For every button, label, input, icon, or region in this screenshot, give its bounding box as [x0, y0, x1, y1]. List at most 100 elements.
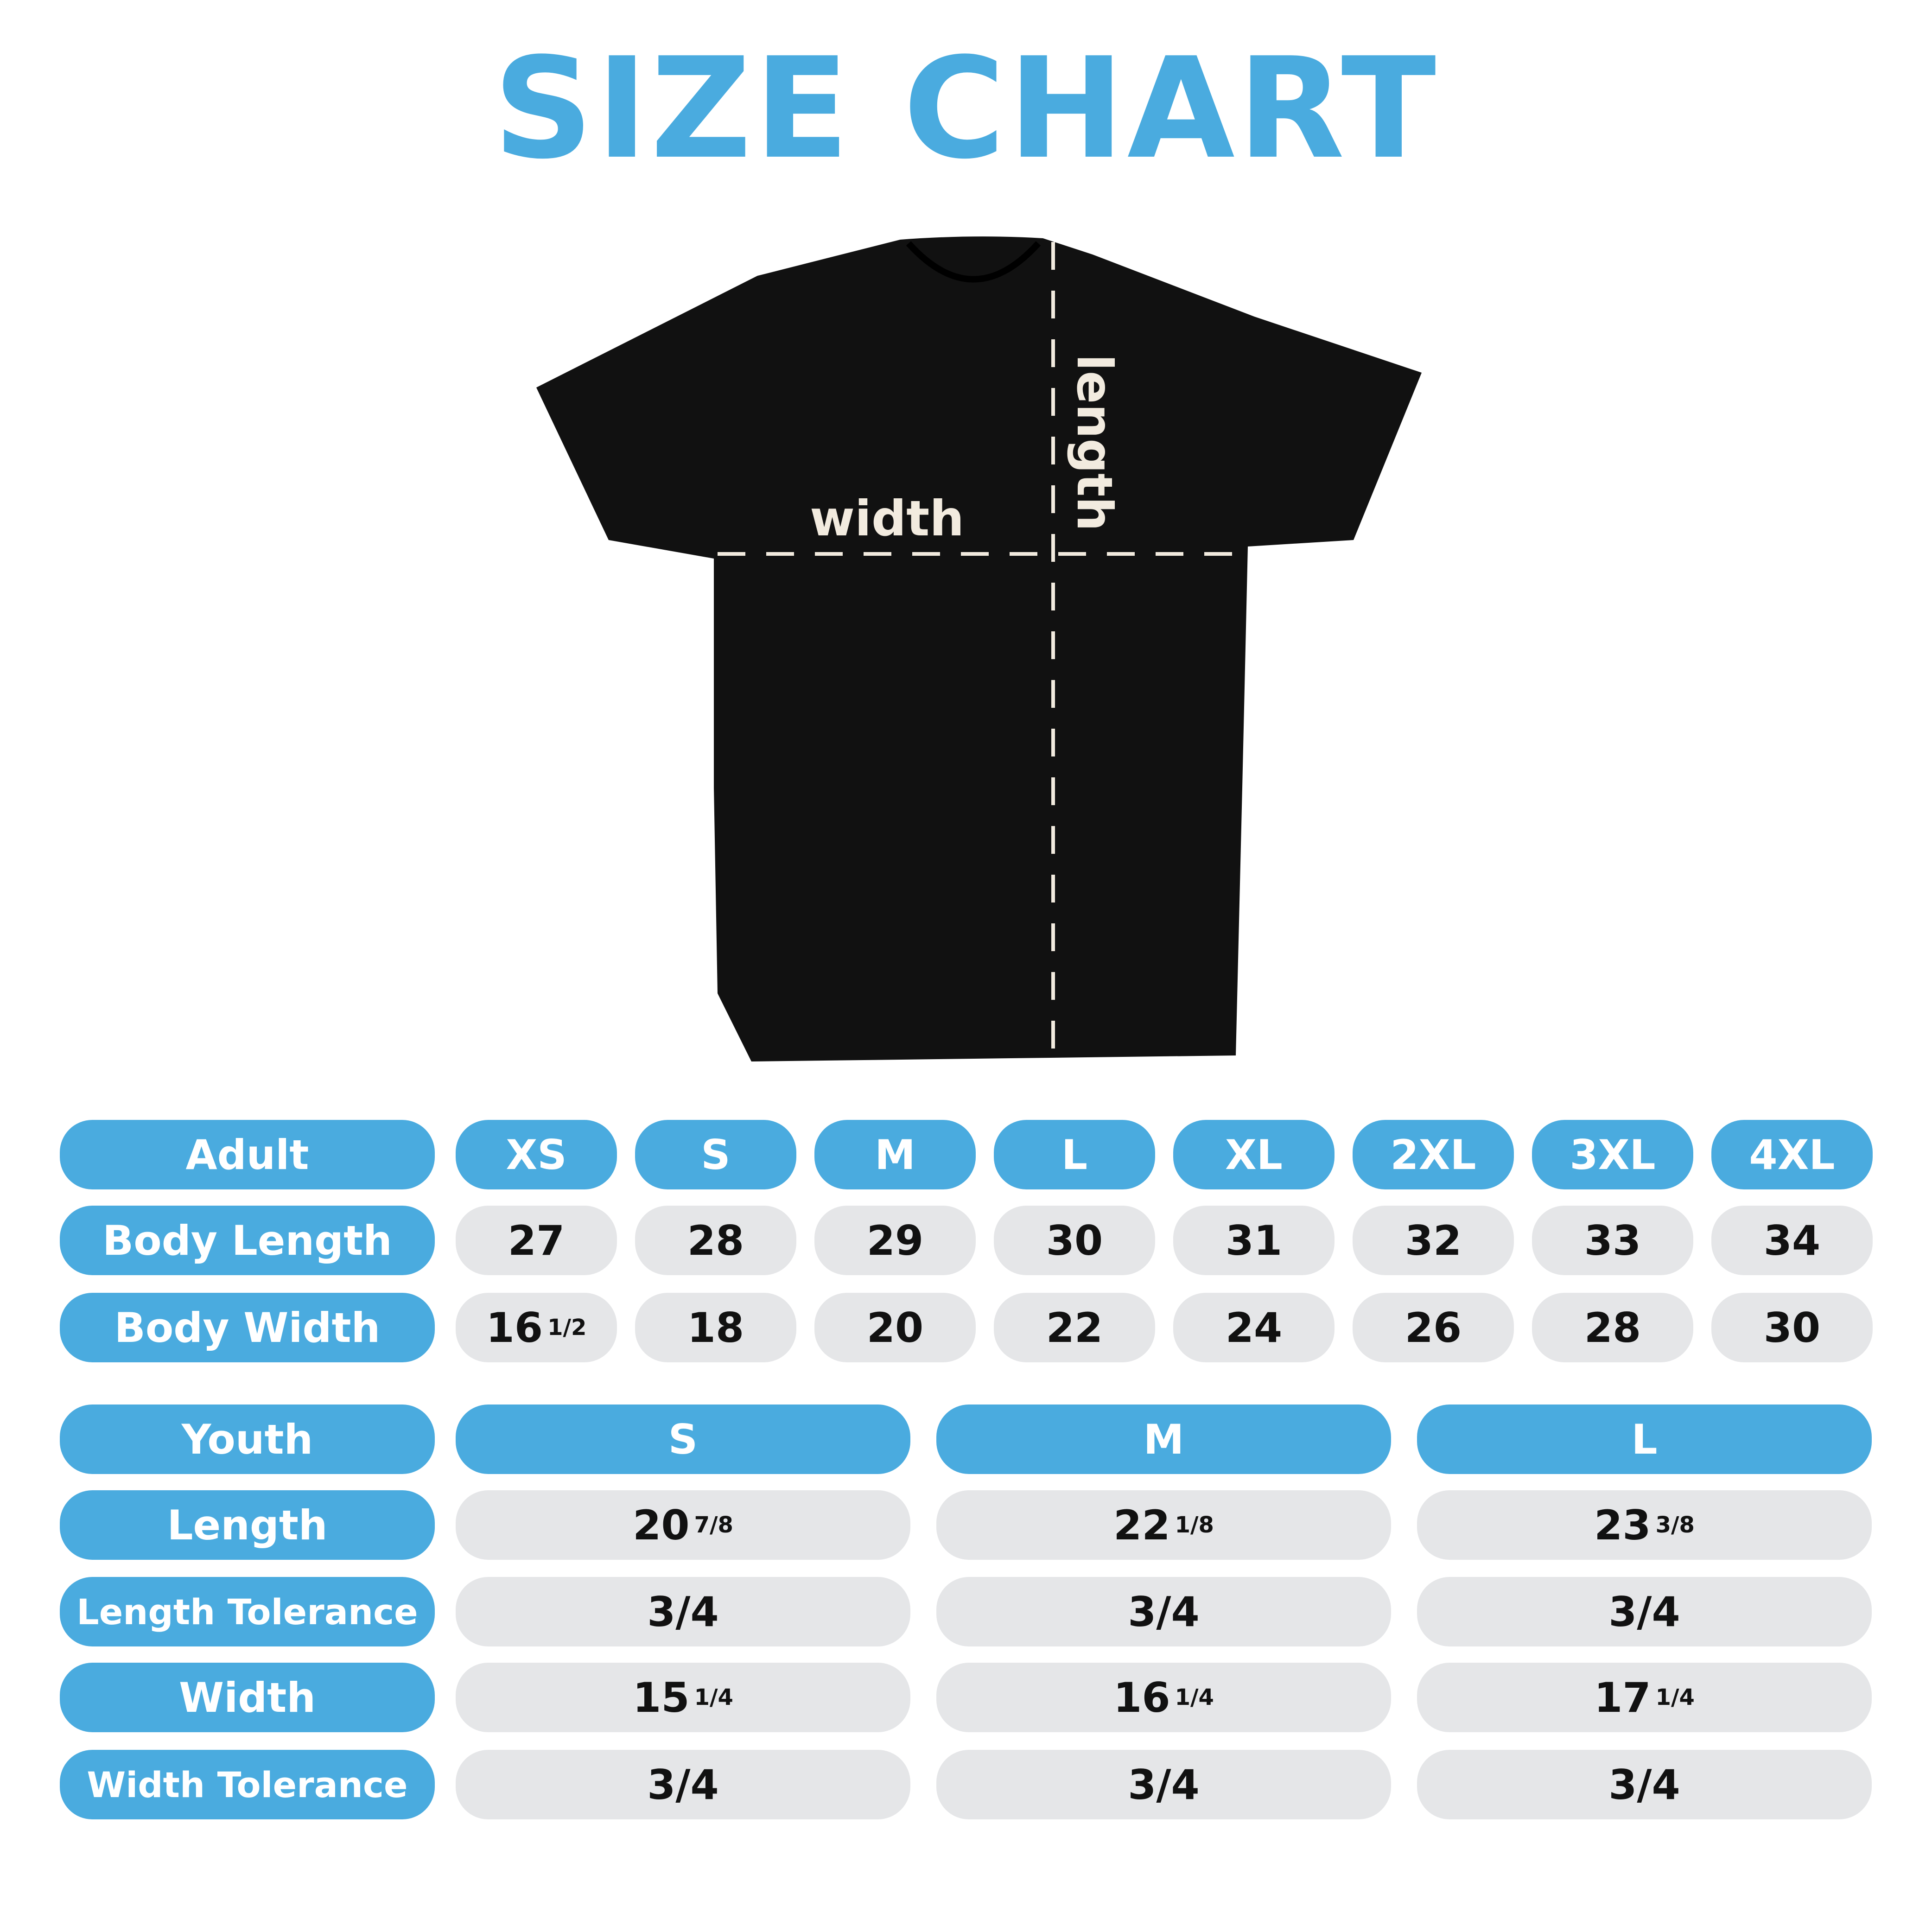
- cell-text: 23: [1594, 1501, 1651, 1549]
- cell-text: Youth: [181, 1415, 313, 1463]
- cell-text: Adult: [185, 1131, 309, 1179]
- youth-size-S: S: [456, 1405, 910, 1474]
- adult-size-4XL: 4XL: [1711, 1120, 1873, 1189]
- adult-value: 30: [1711, 1293, 1873, 1362]
- cell-text: 3/4: [647, 1588, 719, 1636]
- cell-text: 30: [1046, 1216, 1103, 1265]
- cell-fraction: 1/2: [547, 1315, 587, 1341]
- cell-text: 20: [866, 1303, 924, 1352]
- cell-text: 26: [1405, 1303, 1462, 1352]
- cell-fraction: 3/8: [1655, 1512, 1695, 1538]
- tshirt-diagram: width length: [536, 236, 1422, 1062]
- adult-value: 31: [1173, 1206, 1335, 1275]
- youth-value: 3/4: [1417, 1750, 1872, 1819]
- youth-value: 3/4: [936, 1577, 1391, 1646]
- cell-text: 17: [1594, 1673, 1651, 1722]
- cell-text: M: [1143, 1415, 1184, 1463]
- cell-text: 3XL: [1570, 1131, 1656, 1179]
- youth-value: 20 7/8: [456, 1490, 910, 1560]
- cell-text: 16: [486, 1303, 543, 1352]
- adult-value: 33: [1532, 1206, 1693, 1275]
- cell-text: 28: [1584, 1303, 1641, 1352]
- adult-value: 28: [1532, 1293, 1693, 1362]
- youth-value: 3/4: [456, 1577, 910, 1646]
- youth-value: 16 1/4: [936, 1663, 1391, 1732]
- adult-value: 16 1/2: [456, 1293, 617, 1362]
- cell-text: S: [668, 1415, 698, 1463]
- cell-fraction: 1/4: [694, 1684, 733, 1710]
- cell-text: 20: [633, 1501, 690, 1549]
- cell-text: 18: [687, 1303, 744, 1352]
- cell-text: Width: [179, 1673, 316, 1722]
- tshirt-collar: [906, 241, 1041, 283]
- cell-text: 3/4: [647, 1760, 719, 1809]
- cell-text: Body Width: [114, 1303, 381, 1352]
- cell-text: 22: [1113, 1501, 1170, 1549]
- cell-text: 2XL: [1390, 1131, 1476, 1179]
- youth-row-label: Length: [60, 1490, 435, 1560]
- cell-text: 33: [1584, 1216, 1641, 1265]
- cell-text: 29: [866, 1216, 924, 1265]
- cell-text: 27: [508, 1216, 565, 1265]
- adult-value: 22: [994, 1293, 1155, 1362]
- cell-text: Body Length: [102, 1216, 392, 1265]
- cell-text: 4XL: [1749, 1131, 1835, 1179]
- cell-fraction: 7/8: [694, 1512, 733, 1538]
- cell-text: L: [1631, 1415, 1658, 1463]
- cell-text: 31: [1225, 1216, 1283, 1265]
- youth-value: 3/4: [1417, 1577, 1872, 1646]
- adult-value: 24: [1173, 1293, 1335, 1362]
- cell-text: M: [875, 1131, 915, 1179]
- width-label: width: [810, 490, 964, 547]
- cell-text: 3/4: [1128, 1588, 1200, 1636]
- youth-row-label: Width Tolerance: [60, 1750, 435, 1819]
- adult-header: Adult: [60, 1120, 435, 1189]
- cell-fraction: 1/8: [1175, 1512, 1214, 1538]
- youth-value: 22 1/8: [936, 1490, 1391, 1560]
- tshirt-shape: [536, 236, 1422, 1062]
- page-title: SIZE CHART: [493, 28, 1439, 190]
- cell-fraction: 1/4: [1655, 1684, 1695, 1710]
- cell-text: S: [701, 1131, 731, 1179]
- adult-size-L: L: [994, 1120, 1155, 1189]
- cell-text: Length: [167, 1501, 328, 1549]
- adult-size-M: M: [814, 1120, 976, 1189]
- adult-size-S: S: [635, 1120, 796, 1189]
- cell-text: 3/4: [1128, 1760, 1200, 1809]
- cell-text: 3/4: [1608, 1588, 1680, 1636]
- youth-header: Youth: [60, 1405, 435, 1474]
- adult-value: 18: [635, 1293, 796, 1362]
- adult-value: 27: [456, 1206, 617, 1275]
- adult-size-XS: XS: [456, 1120, 617, 1189]
- cell-text: 30: [1763, 1303, 1821, 1352]
- length-label: length: [1066, 354, 1123, 531]
- cell-text: 32: [1405, 1216, 1462, 1265]
- youth-row-label: Width: [60, 1663, 435, 1732]
- adult-value: 30: [994, 1206, 1155, 1275]
- youth-row-label: Length Tolerance: [60, 1577, 435, 1646]
- adult-row-label: Body Width: [60, 1293, 435, 1362]
- cell-text: 3/4: [1608, 1760, 1680, 1809]
- adult-value: 26: [1353, 1293, 1514, 1362]
- youth-size-L: L: [1417, 1405, 1872, 1474]
- cell-text: 15: [633, 1673, 690, 1722]
- cell-text: 24: [1225, 1303, 1283, 1352]
- cell-text: Length Tolerance: [76, 1591, 418, 1633]
- adult-value: 32: [1353, 1206, 1514, 1275]
- youth-value: 17 1/4: [1417, 1663, 1872, 1732]
- adult-value: 29: [814, 1206, 976, 1275]
- adult-value: 34: [1711, 1206, 1873, 1275]
- youth-value: 3/4: [456, 1750, 910, 1819]
- cell-text: Width Tolerance: [87, 1764, 408, 1805]
- cell-fraction: 1/4: [1175, 1684, 1214, 1710]
- adult-row-label: Body Length: [60, 1206, 435, 1275]
- youth-value: 23 3/8: [1417, 1490, 1872, 1560]
- cell-text: XL: [1225, 1131, 1283, 1179]
- cell-text: 34: [1763, 1216, 1821, 1265]
- cell-text: L: [1061, 1131, 1088, 1179]
- adult-value: 20: [814, 1293, 976, 1362]
- youth-value: 15 1/4: [456, 1663, 910, 1732]
- youth-value: 3/4: [936, 1750, 1391, 1819]
- youth-size-M: M: [936, 1405, 1391, 1474]
- adult-size-2XL: 2XL: [1353, 1120, 1514, 1189]
